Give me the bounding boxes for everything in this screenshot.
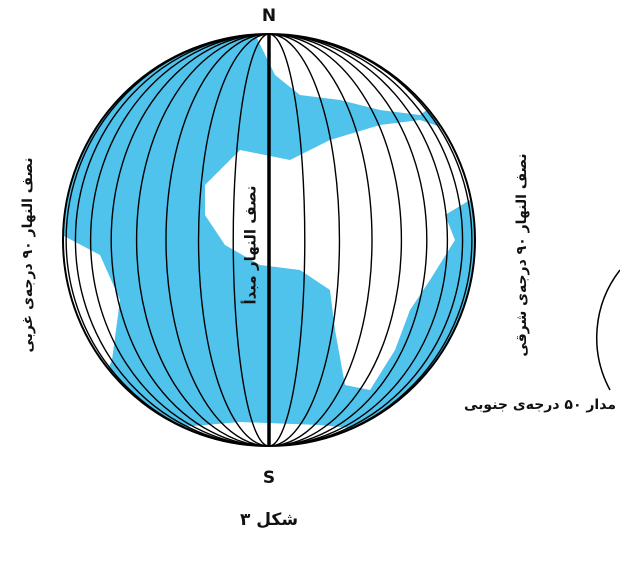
prime-meridian-label: نصف النهار مبدأ — [241, 185, 260, 304]
meridian — [165, 34, 373, 446]
globe — [63, 34, 475, 446]
south-label: S — [263, 468, 275, 488]
meridian — [89, 34, 449, 446]
meridian — [135, 34, 403, 446]
globe-outline — [62, 33, 476, 447]
partial-globe — [596, 269, 620, 391]
africa — [205, 120, 470, 390]
caption: شکل ۳ — [240, 510, 298, 530]
meridian — [197, 34, 341, 446]
east-meridian-label: نصف النهار ۹۰ درجه‌ی شرقی — [514, 153, 530, 356]
meridian — [232, 34, 306, 446]
west-meridian-label: نصف النهار ۹۰ درجه‌ی غربی — [20, 157, 36, 352]
meridian — [110, 34, 428, 446]
meridians — [65, 34, 473, 446]
north-label: N — [262, 6, 276, 26]
meridian — [74, 34, 464, 446]
meridian — [65, 34, 473, 446]
parallel-label: مدار ۵۰ درجه‌ی جنوبی — [464, 397, 616, 413]
